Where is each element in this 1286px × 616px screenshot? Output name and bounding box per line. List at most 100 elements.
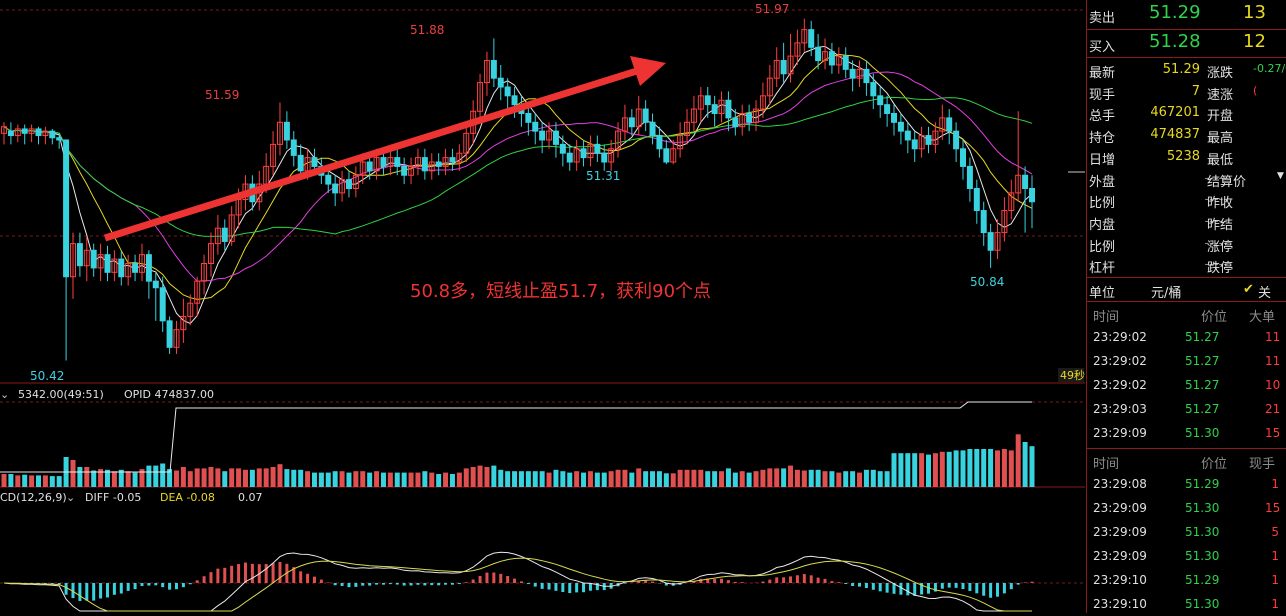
macd-bar bbox=[127, 583, 130, 591]
volume-bar bbox=[926, 455, 931, 487]
volume-bar bbox=[277, 464, 282, 487]
candle-body bbox=[816, 47, 821, 60]
stat-label: 外盘 bbox=[1089, 171, 1115, 190]
macd-bar bbox=[203, 576, 206, 583]
candle-body bbox=[298, 155, 303, 170]
stat-value: 51.29 bbox=[1145, 62, 1200, 77]
volume-bar bbox=[767, 468, 772, 487]
volume-bar bbox=[215, 468, 220, 487]
price-label-low: 50.42 bbox=[30, 369, 64, 383]
stat-value: ( bbox=[1253, 84, 1257, 97]
candle-body bbox=[967, 166, 972, 188]
unit-toggle-label[interactable]: 关 bbox=[1258, 282, 1271, 301]
ticks-header: 时间价位现手 bbox=[1087, 450, 1286, 472]
macd-dropdown-icon[interactable]: ⌄ bbox=[66, 491, 75, 504]
macd-bar bbox=[403, 583, 406, 586]
candle-body bbox=[981, 211, 986, 233]
macd-bar bbox=[886, 583, 889, 593]
stat-label: 日增 bbox=[1089, 149, 1115, 168]
candle-body bbox=[333, 184, 338, 193]
ma-line bbox=[4, 97, 1032, 236]
macd-bar bbox=[465, 582, 468, 583]
volume-bar bbox=[112, 471, 117, 487]
macd-bar bbox=[506, 576, 509, 583]
candle-body bbox=[650, 122, 655, 135]
volume-bar bbox=[133, 473, 138, 487]
volume-bar bbox=[395, 473, 400, 487]
row-price: 51.30 bbox=[1185, 426, 1219, 440]
candle-body bbox=[629, 118, 634, 127]
macd-bar bbox=[789, 576, 792, 583]
volume-bar bbox=[353, 471, 358, 487]
row-volume: 1 bbox=[1265, 597, 1279, 611]
dropdown-arrow-icon[interactable]: ▼ bbox=[1277, 171, 1284, 181]
macd-bar bbox=[727, 580, 730, 583]
volume-bar bbox=[774, 468, 779, 487]
macd-bar bbox=[948, 583, 951, 588]
checkmark-icon[interactable]: ✔ bbox=[1243, 282, 1254, 297]
macd-bar bbox=[651, 582, 654, 583]
volume-bar bbox=[588, 471, 593, 487]
macd-bar bbox=[272, 563, 275, 583]
volume-bar bbox=[402, 473, 407, 487]
candle-body bbox=[892, 113, 897, 122]
volume-bar bbox=[333, 471, 338, 487]
macd-bar bbox=[699, 579, 702, 583]
volume-bar bbox=[760, 470, 765, 487]
sell-row[interactable]: 卖出 51.29 13 bbox=[1087, 2, 1286, 28]
macd-indicator-name[interactable]: CD(12,26,9) bbox=[0, 491, 67, 504]
volume-bar bbox=[829, 471, 834, 487]
row-price: 51.30 bbox=[1185, 549, 1219, 563]
macd-bar bbox=[216, 569, 219, 583]
macd-bar bbox=[251, 564, 254, 583]
sell-price: 51.29 bbox=[1149, 2, 1201, 23]
buy-row[interactable]: 买入 51.28 12 bbox=[1087, 31, 1286, 57]
volume-bar bbox=[795, 470, 800, 487]
volume-bar bbox=[857, 473, 862, 487]
candle-body bbox=[595, 144, 600, 153]
macd-bar bbox=[589, 583, 592, 591]
macd-bar bbox=[803, 574, 806, 583]
volume-bar bbox=[754, 471, 759, 487]
volume-bar bbox=[622, 470, 627, 487]
row-price: 51.27 bbox=[1185, 330, 1219, 344]
volume-bar bbox=[1002, 449, 1007, 487]
macd-bar bbox=[962, 583, 965, 589]
volume-bar bbox=[91, 471, 96, 488]
candle-body bbox=[146, 255, 151, 281]
row-time: 23:29:02 bbox=[1093, 354, 1147, 368]
macd-bar bbox=[996, 583, 999, 597]
candle-body bbox=[567, 153, 572, 162]
candle-body bbox=[560, 144, 565, 153]
macd-bar bbox=[334, 583, 337, 585]
macd-bar bbox=[955, 583, 958, 588]
candlestick-chart[interactable]: 51.59 51.88 51.97 50.42 51.31 50.84 50.8… bbox=[0, 0, 1085, 613]
trade-annotation: 50.8多，短线止盈51.7，获利90个点 bbox=[410, 281, 711, 302]
candle-body bbox=[657, 136, 662, 149]
volume-bar bbox=[933, 453, 938, 487]
macd-bar bbox=[361, 583, 364, 586]
macd-bar bbox=[451, 583, 454, 585]
col-header-price: 价位 bbox=[1201, 306, 1227, 325]
macd-bar bbox=[410, 583, 413, 585]
volume-bar bbox=[712, 471, 717, 487]
volume-collapse-icon[interactable]: ⌄ bbox=[0, 388, 9, 401]
opid-value: OPID 474837.00 bbox=[124, 388, 214, 401]
macd-bar bbox=[244, 563, 247, 583]
volume-bars bbox=[2, 434, 1035, 487]
macd-bar bbox=[154, 583, 157, 585]
macd-bar bbox=[520, 581, 523, 583]
volume-bar bbox=[29, 475, 34, 487]
volume-bar bbox=[1009, 450, 1014, 487]
stat-label: 现手 bbox=[1089, 84, 1115, 103]
